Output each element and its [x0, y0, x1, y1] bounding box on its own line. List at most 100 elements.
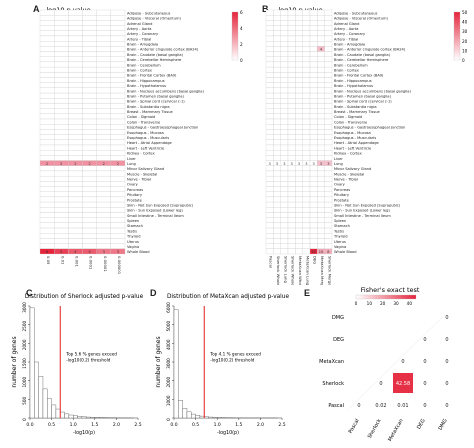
- heatmap-cell: [265, 201, 274, 208]
- x-tick-label: 1.5: [91, 422, 98, 428]
- heatmap-cell: [287, 155, 296, 161]
- panel-label-a: A: [33, 4, 40, 14]
- heatmap-cell: [68, 72, 83, 78]
- cell-label: 3: [313, 162, 315, 166]
- heatmap-cell: [287, 233, 296, 239]
- heatmap-cell: [39, 25, 55, 31]
- heatmap-cell: [39, 139, 55, 146]
- heatmap-cell: [309, 227, 318, 234]
- heatmap-cell: [68, 77, 83, 83]
- heatmap-cell: [54, 108, 69, 114]
- heatmap-cell: [54, 124, 69, 130]
- legend-tick-label: 4: [240, 26, 243, 31]
- row-label: Vagina: [334, 245, 346, 249]
- heatmap-cell: [324, 134, 333, 140]
- heatmap-cell: [309, 61, 318, 68]
- heatmap-cell: [273, 20, 281, 26]
- heatmap-cell: [96, 61, 111, 68]
- x-tick-label: 0.0: [26, 422, 33, 428]
- heatmap-cell: [309, 212, 318, 218]
- heatmap-cell: [82, 72, 97, 78]
- row-label: Brain - Nucleus accumbens (basal ganglia…: [127, 89, 205, 93]
- heatmap-cell: [280, 134, 289, 140]
- heatmap-cell: [96, 9, 111, 16]
- heatmap-cell: [280, 72, 289, 78]
- heatmap-cell: [295, 233, 303, 239]
- heatmap-cell: [280, 165, 289, 172]
- heatmap-cell: [39, 186, 55, 192]
- heatmap-cell: [54, 66, 69, 73]
- heatmap-cell: [39, 212, 55, 218]
- heatmap-cell: [309, 92, 318, 99]
- heatmap-cell: [39, 134, 55, 140]
- row-label: Thyroid: [333, 235, 347, 239]
- heatmap-cell: [324, 30, 333, 37]
- heatmap-cell: [295, 40, 303, 47]
- heatmap-cell: [302, 77, 311, 83]
- heatmap-cell: [295, 181, 303, 187]
- heatmap-cell: [82, 217, 97, 224]
- row-label: Brain - Hypothalamus: [127, 84, 166, 88]
- fisher-title: Fisher's exact test: [361, 286, 420, 294]
- heatmap-cell: [110, 108, 126, 114]
- histogram-bar: [208, 416, 214, 419]
- heatmap-cell: [287, 51, 296, 57]
- heatmap-cell: [324, 35, 333, 42]
- heatmap-cell: [68, 139, 83, 146]
- heatmap-cell: [280, 46, 289, 52]
- heatmap-cell: [54, 181, 69, 187]
- heatmap-cell: [309, 170, 318, 177]
- heatmap-cell: [324, 15, 333, 21]
- row-label: Artery - Tibial: [127, 37, 151, 41]
- legend-bar: [231, 11, 239, 61]
- cell-label: 5: [60, 250, 62, 254]
- heatmap-cell: [295, 103, 303, 109]
- heatmap-cell: [265, 150, 274, 156]
- heatmap-cell: [302, 113, 311, 120]
- heatmap-cell: [82, 170, 97, 177]
- heatmap-cell: [295, 243, 303, 249]
- heatmap-cell: [265, 103, 274, 109]
- heatmap-cell: [317, 134, 325, 140]
- heatmap-cell: [309, 20, 318, 26]
- heatmap-cell: [324, 20, 333, 26]
- cell-label: 3: [276, 162, 278, 166]
- heatmap-cell: [295, 20, 303, 26]
- heatmap-cell: [39, 191, 55, 198]
- heatmap-cell: [82, 212, 97, 218]
- histogram-bar: [212, 417, 218, 419]
- heatmap-cell: [287, 201, 296, 208]
- heatmap-cell: [273, 61, 281, 68]
- heatmap-cell: [265, 134, 274, 140]
- heatmap-cell: [280, 196, 289, 203]
- heatmap-cell: [265, 87, 274, 94]
- row-label: Colon - Sigmoid: [127, 115, 155, 119]
- heatmap-cell: [39, 82, 55, 89]
- heatmap-cell: [82, 98, 97, 104]
- fisher-cell-label: 0: [445, 337, 448, 343]
- fisher-cell-label: 0: [423, 359, 426, 365]
- cell-label: 2: [74, 162, 76, 166]
- heatmap-cell: [324, 46, 333, 52]
- heatmap-cell: [324, 25, 333, 31]
- heatmap-cell: [273, 51, 281, 57]
- legend-tick-label: 50: [462, 10, 468, 15]
- x-tick-label: 1.0: [214, 422, 221, 428]
- y-tick-label: 4000: [166, 339, 171, 350]
- heatmap-cell: [96, 217, 111, 224]
- heatmap-cell: [39, 175, 55, 182]
- heatmap-cell: [39, 201, 55, 208]
- heatmap-cell: [302, 134, 311, 140]
- heatmap-cell: [265, 207, 274, 213]
- heatmap-cell: [96, 98, 111, 104]
- heatmap-cell: [280, 212, 289, 218]
- heatmap-cell: [273, 30, 281, 37]
- row-label: Brain - Cerebellar Hemisphere: [127, 58, 182, 62]
- heatmap-cell: [295, 222, 303, 229]
- heatmap-cell: [324, 129, 333, 135]
- heatmap-cell: [324, 196, 333, 203]
- heatmap-cell: [287, 92, 296, 99]
- heatmap-cell: [54, 15, 69, 21]
- heatmap-cell: [302, 30, 311, 37]
- heatmap-cell: [273, 103, 281, 109]
